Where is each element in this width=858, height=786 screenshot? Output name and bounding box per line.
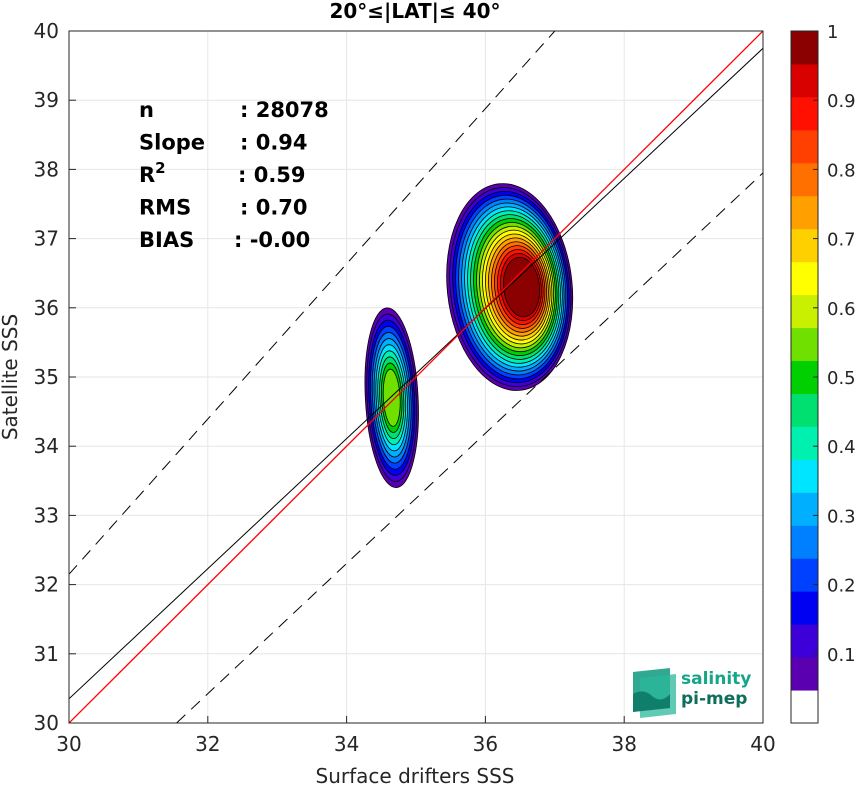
colorbar-segment xyxy=(791,426,818,460)
colorbar-segment xyxy=(791,591,818,625)
colorbar-segment xyxy=(791,162,818,197)
stat-superscript: 2 xyxy=(155,159,165,177)
colorbar-segment xyxy=(791,393,818,427)
salinity-pi-mep-logo: salinity pi-mep xyxy=(633,668,751,718)
fit-line xyxy=(69,47,763,700)
density-contour-level xyxy=(382,368,401,427)
x-axis-label: Surface drifters SSS xyxy=(316,764,515,786)
logo-mark-icon xyxy=(633,668,676,718)
x-tick-label: 38 xyxy=(611,732,636,756)
y-tick-label: 33 xyxy=(34,503,59,527)
x-axis-ticks: 30 32 34 36 38 40 xyxy=(56,716,776,756)
colorbar-segment xyxy=(791,492,818,526)
colorbar-segment xyxy=(791,327,818,362)
y-tick-label: 32 xyxy=(34,573,59,597)
y-tick-label: 35 xyxy=(34,365,59,389)
x-tick-label: 36 xyxy=(473,732,498,756)
chart-title: 20°≤|LAT|≤ 40° xyxy=(329,0,500,23)
x-tick-label: 40 xyxy=(750,732,775,756)
y-tick-label: 34 xyxy=(34,434,59,458)
colorbar-tick-label: 0.6 xyxy=(827,299,856,320)
x-tick-label: 34 xyxy=(334,732,359,756)
y-tick-label: 39 xyxy=(34,88,59,112)
colorbar-tick-label: 0.7 xyxy=(827,230,856,251)
one-to-one-line xyxy=(69,31,763,723)
y-tick-label: 36 xyxy=(34,296,59,320)
colorbar-segment xyxy=(791,294,818,329)
colorbar-segment xyxy=(791,228,818,263)
y-axis-ticks: 30 31 32 33 34 35 36 37 38 39 40 xyxy=(34,19,76,735)
colorbar-segment xyxy=(791,31,818,65)
colorbar-segment xyxy=(791,63,818,98)
colorbar-segment xyxy=(791,195,818,230)
y-tick-label: 37 xyxy=(34,227,59,251)
colorbar-segment xyxy=(791,459,818,493)
stat-value: : -0.00 xyxy=(234,228,310,252)
y-tick-label: 30 xyxy=(34,711,59,735)
colorbar-segment xyxy=(791,525,818,559)
colorbar-tick-label: 0.8 xyxy=(827,160,856,181)
y-axis-label: Satellite SSS xyxy=(0,314,22,440)
colorbar-segment xyxy=(791,96,818,131)
stat-label: Slope xyxy=(139,131,205,155)
colorbar-tick-label: 0.1 xyxy=(827,645,856,666)
stat-value: : 28078 xyxy=(240,98,329,122)
colorbar-tick-label: 1 xyxy=(827,22,838,43)
upper-bound-line xyxy=(69,31,556,575)
stat-label: n xyxy=(139,98,154,122)
x-tick-label: 30 xyxy=(56,732,81,756)
colorbar-tick-label: 0.2 xyxy=(827,576,856,597)
logo-line1: salinity xyxy=(681,669,751,689)
colorbar-tick-label: 0.5 xyxy=(827,368,856,389)
stat-value: : 0.59 xyxy=(238,163,306,187)
colorbar-segment xyxy=(791,558,818,592)
colorbar-tick-label: 0.4 xyxy=(827,437,856,458)
stat-value: : 0.94 xyxy=(240,131,308,155)
y-tick-label: 38 xyxy=(34,157,59,181)
stat-label: RMS xyxy=(139,196,191,220)
colorbar-segment xyxy=(791,657,818,691)
colorbar-segment xyxy=(791,129,818,164)
colorbar-segment xyxy=(791,261,818,296)
colorbar: 0.1 0.2 0.3 0.4 0.5 0.6 0.7 0.8 0.9 1 xyxy=(790,22,856,724)
colorbar-segment xyxy=(791,624,818,658)
colorbar-segment xyxy=(791,690,818,724)
density-contours xyxy=(364,183,574,489)
y-tick-label: 40 xyxy=(34,19,59,43)
colorbar-tick-label: 0.3 xyxy=(827,506,856,527)
stat-value: : 0.70 xyxy=(240,196,308,220)
regression-lines xyxy=(69,31,763,723)
logo-line2: pi-mep xyxy=(681,689,747,709)
lower-bound-line xyxy=(176,172,763,723)
stat-label: BIAS xyxy=(139,228,194,252)
x-tick-label: 32 xyxy=(195,732,220,756)
y-tick-label: 31 xyxy=(34,642,59,666)
colorbar-tick-label: 0.9 xyxy=(827,91,856,112)
